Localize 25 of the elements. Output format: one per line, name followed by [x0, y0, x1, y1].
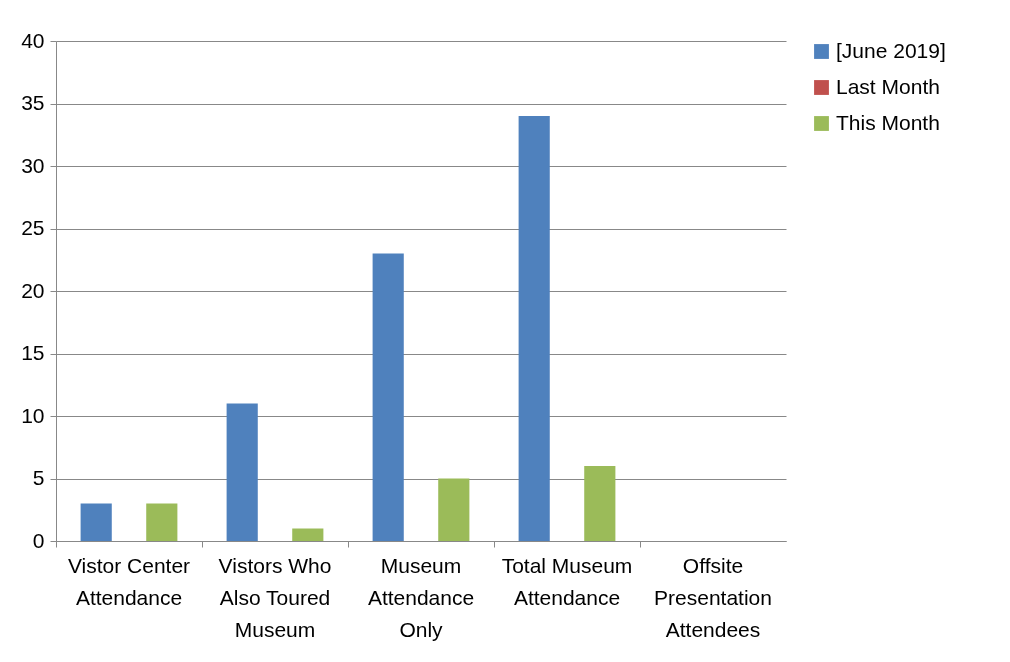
y-tick-label: 10 [21, 403, 45, 427]
bar [80, 503, 112, 541]
x-tick-label: Museum Attendance Only [367, 553, 475, 641]
y-tick-label: 35 [21, 91, 45, 114]
y-tick-label: 20 [21, 278, 45, 302]
legend-label: This Month [836, 110, 940, 134]
y-tick-label: 40 [21, 28, 45, 52]
x-tick-label: Offsite Presentation Attendees [654, 553, 772, 641]
y-tick-label: 5 [32, 466, 45, 489]
y-tick-label: 25 [21, 216, 45, 239]
y-tick-label: 15 [21, 341, 45, 364]
bar [146, 503, 178, 541]
bar [226, 403, 258, 541]
x-tick-label: Vistor Center Attendance [67, 553, 191, 609]
legend-label: Last Month [836, 74, 940, 98]
legend-label: [June 2019] [836, 38, 946, 62]
bar [518, 116, 550, 541]
bar [438, 478, 470, 541]
bar [292, 528, 324, 541]
x-tick-label: Total Museum Attendance [501, 553, 633, 609]
y-tick-label: 30 [21, 153, 45, 177]
bar [372, 253, 404, 541]
bar [584, 466, 616, 541]
x-tick-label: Vistors Who Also Toured Museum [218, 553, 332, 641]
y-tick-label: 0 [32, 528, 45, 552]
